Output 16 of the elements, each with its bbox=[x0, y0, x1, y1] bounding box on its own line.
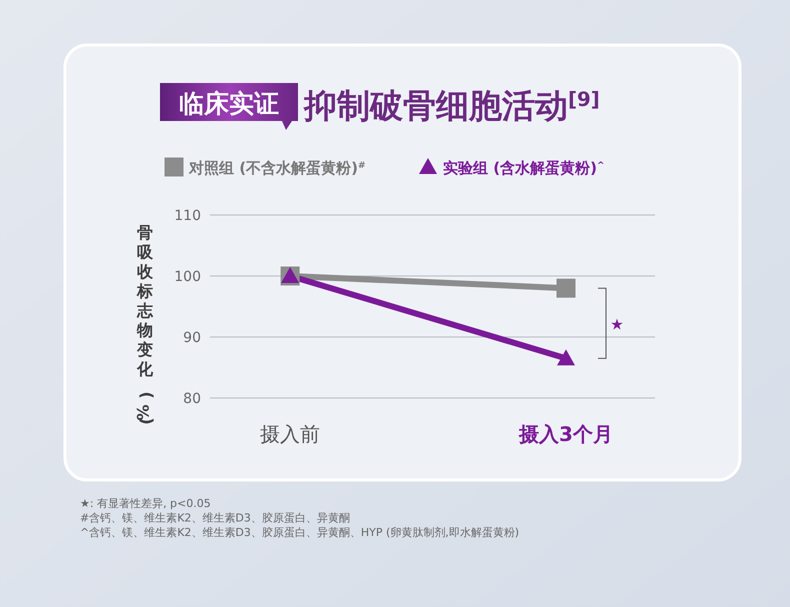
text: 骨吸收标志物变化 (%) bbox=[132, 223, 156, 425]
x-tick-label: 摄入3个月 bbox=[518, 422, 613, 446]
y-tick-label: 90 bbox=[183, 330, 201, 346]
chart-subtitle: 抑制破骨细胞活动$^{[9]}$ bbox=[303, 86, 600, 125]
annotation: ★ bbox=[610, 315, 624, 334]
text: #含钙、镁、维生素K2、维生素D3、胶原蛋白、异黄酮 bbox=[80, 512, 350, 524]
y-tick-label: 80 bbox=[183, 391, 201, 407]
text: ^含钙、镁、维生素K2、维生素D3、胶原蛋白、异黄酮、HYP (卵黄肽制剂,即水解蛋黄粉) bbox=[80, 526, 520, 539]
legend-label: 对照组 (不含水解蛋黄粉)$^{#}$ bbox=[188, 159, 366, 177]
x-tick-label: 摄入前 bbox=[260, 422, 320, 446]
y-tick-label: 110 bbox=[174, 208, 201, 224]
chart-title: 临床实证 bbox=[179, 89, 279, 118]
text: ★: 有显著性差异, p<0.05 bbox=[80, 497, 211, 510]
legend-label: 实验组 (含水解蛋黄粉)$^{^}$ bbox=[443, 159, 604, 177]
point bbox=[556, 278, 576, 298]
y-tick-label: 100 bbox=[174, 269, 201, 285]
